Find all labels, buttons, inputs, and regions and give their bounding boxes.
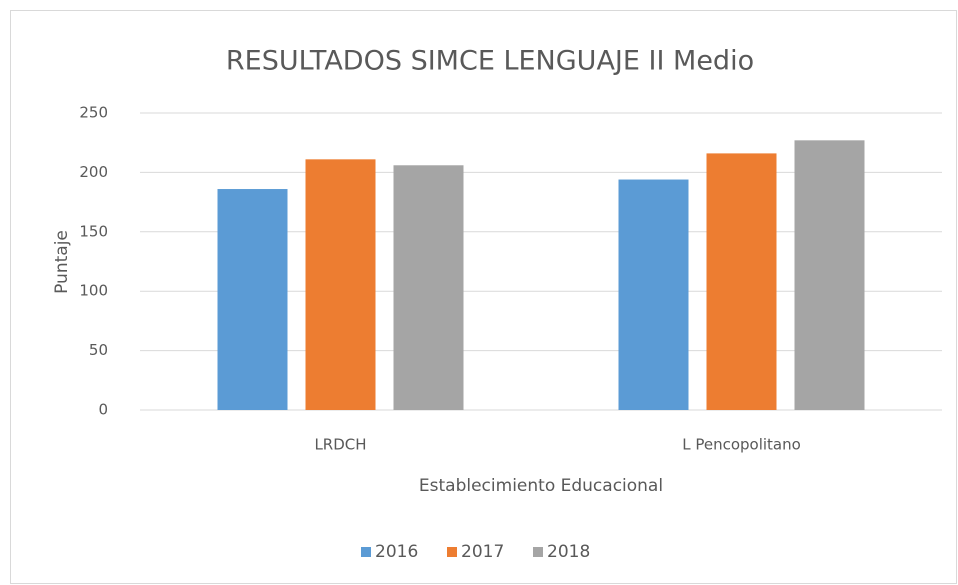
- bar: [706, 153, 777, 410]
- x-tick-label: L Pencopolitano: [682, 436, 801, 454]
- bar: [618, 179, 689, 410]
- bar: [217, 189, 288, 410]
- legend-label: 2016: [375, 542, 418, 562]
- legend-swatch: [447, 547, 457, 557]
- legend-swatch: [361, 547, 371, 557]
- y-tick-label: 250: [79, 104, 108, 122]
- y-tick-label: 50: [89, 341, 108, 359]
- chart-title: RESULTADOS SIMCE LENGUAJE II Medio: [226, 46, 754, 77]
- legend-swatch: [533, 547, 543, 557]
- y-axis-label: Puntaje: [52, 230, 72, 294]
- bar: [305, 159, 376, 410]
- legend-label: 2018: [547, 542, 590, 562]
- y-tick-label: 0: [98, 401, 108, 419]
- bar: [393, 165, 464, 410]
- x-axis-label: Establecimiento Educacional: [419, 476, 663, 496]
- x-tick-label: LRDCH: [314, 436, 366, 454]
- y-tick-label: 100: [79, 282, 108, 300]
- y-tick-label: 150: [79, 222, 108, 240]
- y-tick-label: 200: [79, 163, 108, 181]
- legend-label: 2017: [461, 542, 504, 562]
- bar: [794, 140, 865, 410]
